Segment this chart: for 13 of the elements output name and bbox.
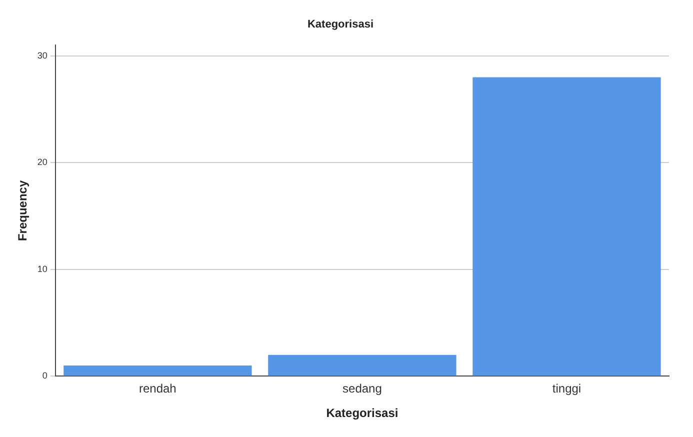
x-tick-label: rendah xyxy=(138,382,176,396)
chart-title: Kategorisasi xyxy=(307,18,374,31)
y-tick-label: 20 xyxy=(37,157,48,168)
y-tick-label: 10 xyxy=(37,264,48,274)
bar xyxy=(472,77,661,376)
bar xyxy=(64,366,252,376)
bar xyxy=(268,354,456,376)
y-axis-title: Frequency xyxy=(16,180,30,242)
y-tick-label: 30 xyxy=(37,50,48,60)
y-tick-label: 0 xyxy=(42,370,48,381)
x-tick-label: tinggi xyxy=(552,382,582,396)
x-tick-label: sedang xyxy=(342,382,382,396)
x-axis-title: Kategorisasi xyxy=(326,406,398,420)
